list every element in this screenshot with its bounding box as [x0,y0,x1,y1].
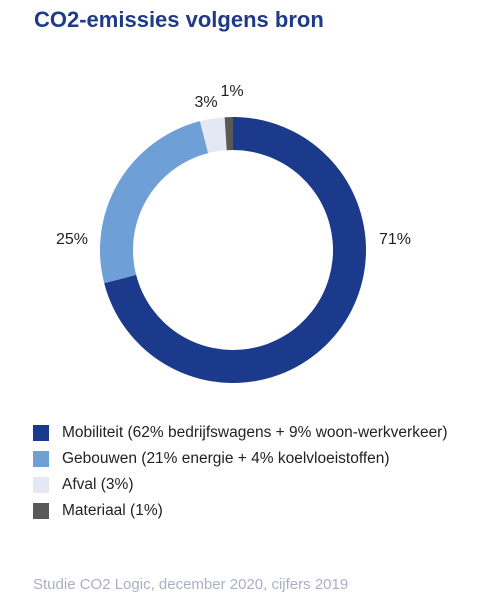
legend-swatch [33,451,49,467]
value-label: 25% [56,231,88,248]
donut-segment [199,117,227,154]
chart-title: CO2-emissies volgens bron [34,7,324,32]
legend-swatch [33,425,49,441]
legend-label: Afval (3%) [62,476,134,493]
legend-swatch [33,503,49,519]
legend-swatch [33,477,49,493]
legend-label: Gebouwen (21% energie + 4% koelvloeistof… [62,450,390,467]
source-note: Studie CO2 Logic, december 2020, cijfers… [33,576,348,593]
donut-segment [100,121,209,284]
legend-label: Materiaal (1%) [62,502,163,519]
legend-label: Mobiliteit (62% bedrijfswagens + 9% woon… [62,424,448,441]
value-label: 1% [220,83,243,100]
value-label: 71% [379,231,411,248]
donut-segment [224,117,233,151]
value-label: 3% [194,94,217,111]
